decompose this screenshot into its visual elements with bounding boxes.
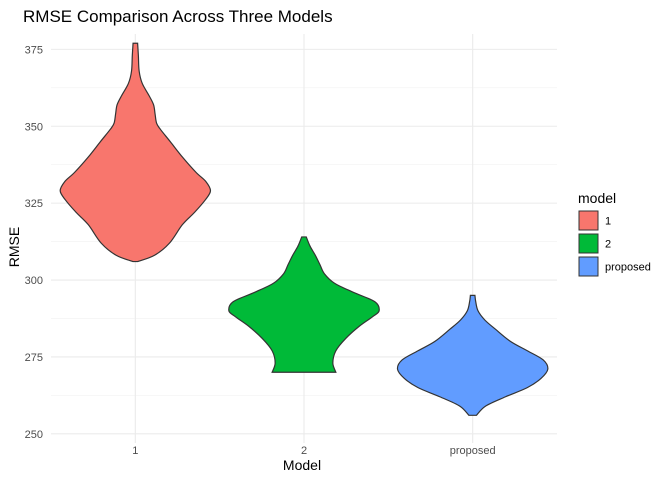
chart-title: RMSE Comparison Across Three Models bbox=[23, 7, 333, 26]
x-axis-ticks: 1 2 proposed bbox=[132, 445, 495, 457]
legend-label: 2 bbox=[605, 239, 611, 251]
violin-2 bbox=[228, 236, 380, 373]
y-tick-label: 250 bbox=[25, 429, 43, 441]
y-tick-label: 375 bbox=[25, 44, 43, 56]
y-tick-label: 275 bbox=[25, 352, 43, 364]
violin-proposed bbox=[396, 294, 549, 416]
y-tick-label: 350 bbox=[25, 121, 43, 133]
legend-swatch bbox=[578, 256, 599, 277]
y-axis-ticks: 250 275 300 325 350 375 bbox=[25, 44, 43, 440]
legend-label: 1 bbox=[605, 216, 611, 228]
y-tick-label: 300 bbox=[25, 275, 43, 287]
legend-title: model bbox=[578, 190, 616, 206]
violin-1 bbox=[59, 42, 212, 263]
y-axis-title: RMSE bbox=[6, 227, 22, 267]
x-axis-title: Model bbox=[283, 457, 321, 473]
x-tick-label: proposed bbox=[450, 445, 496, 457]
x-tick-label: 1 bbox=[132, 445, 138, 457]
legend-label: proposed bbox=[605, 262, 651, 274]
violins bbox=[59, 42, 549, 416]
legend: model 1 2 proposed bbox=[578, 190, 651, 277]
legend-swatch bbox=[578, 233, 599, 254]
x-tick-label: 2 bbox=[301, 445, 307, 457]
y-tick-label: 325 bbox=[25, 198, 43, 210]
legend-swatch bbox=[578, 210, 599, 231]
